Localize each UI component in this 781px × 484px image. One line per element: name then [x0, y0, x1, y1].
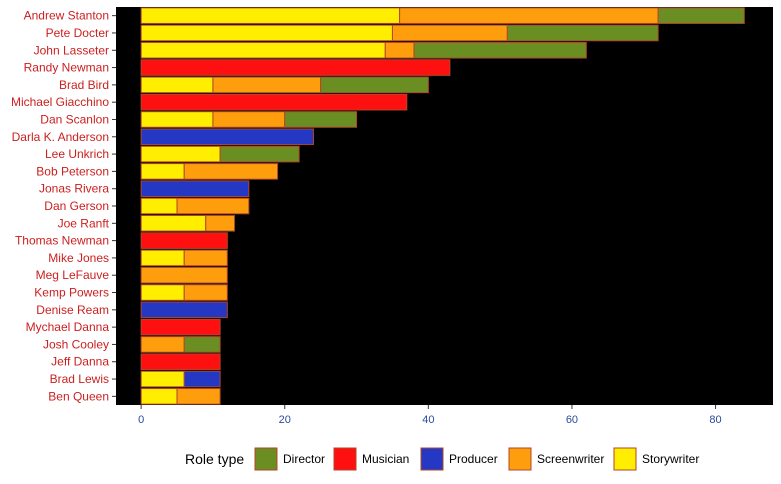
y-tick-label: Ben Queen: [48, 389, 109, 403]
y-tick-label: Dan Scanlon: [40, 112, 109, 126]
bar-pete-docter-director: [506, 24, 659, 42]
bar-pete-docter-storywriter: [140, 24, 393, 42]
y-tick-label: Joe Ranft: [58, 216, 110, 230]
legend-label-director: Director: [283, 452, 325, 466]
y-tick-label: Thomas Newman: [15, 234, 109, 248]
y-axis: Andrew Stanton Pete Docter John Lasseter Ra…: [11, 9, 116, 403]
bar-andrew-stanton-screenwriter: [399, 7, 659, 24]
y-tick-label: Darla K. Anderson: [12, 130, 109, 144]
legend-label-screenwriter: Screenwriter: [537, 452, 604, 466]
y-tick-label: Brad Lewis: [50, 372, 109, 386]
bar-jonas-rivera-producer: [140, 180, 250, 197]
legend-key-director: [254, 447, 278, 471]
bar-jeff-danna-musician: [140, 353, 221, 371]
bar-darla-k-anderson-producer: [140, 128, 314, 146]
y-tick-label: John Lasseter: [34, 43, 109, 57]
bar-john-lasseter-screenwriter: [384, 41, 415, 59]
y-tick-label: Jeff Danna: [51, 355, 109, 369]
y-tick-label: Mychael Danna: [26, 320, 110, 334]
legend-label-musician: Musician: [362, 452, 409, 466]
bar-michael-giacchino-musician: [140, 93, 408, 111]
legend-label-storywriter: Storywriter: [642, 452, 699, 466]
bar-brad-bird-storywriter: [140, 76, 214, 94]
bar-josh-cooley-screenwriter: [140, 336, 185, 353]
bar-dan-scanlon-director: [284, 111, 358, 128]
x-tick-label: 20: [279, 414, 291, 426]
bar-ben-queen-screenwriter: [176, 388, 221, 405]
y-tick-label: Lee Unkrich: [45, 147, 109, 161]
bar-brad-lewis-producer: [183, 370, 221, 388]
bar-joe-ranft-storywriter: [140, 215, 207, 232]
bar-john-lasseter-director: [413, 41, 587, 59]
bar-mike-jones-screenwriter: [183, 249, 228, 267]
bar-kemp-powers-storywriter: [140, 284, 185, 301]
bar-kemp-powers-screenwriter: [183, 284, 228, 301]
bar-bob-peterson-screenwriter: [183, 163, 279, 180]
bar-josh-cooley-director: [183, 336, 221, 353]
bar-mike-jones-storywriter: [140, 249, 185, 267]
bar-randy-newman-musician: [140, 59, 451, 76]
bar-ben-queen-storywriter: [140, 388, 178, 405]
y-tick-label: Jonas Rivera: [39, 182, 109, 196]
legend-key-musician: [333, 447, 357, 471]
bar-john-lasseter-storywriter: [140, 41, 386, 59]
bar-dan-scanlon-storywriter: [140, 111, 214, 128]
bar-lee-unkrich-director: [219, 145, 300, 163]
bars-layer: [140, 7, 745, 405]
bar-lee-unkrich-storywriter: [140, 145, 221, 163]
y-tick-label: Michael Giacchino: [11, 95, 109, 109]
bar-mychael-danna-musician: [140, 318, 221, 336]
bar-andrew-stanton-director: [657, 7, 745, 24]
x-tick-label: 80: [709, 414, 721, 426]
bar-andrew-stanton-storywriter: [140, 7, 401, 24]
y-tick-label: Dan Gerson: [44, 199, 109, 213]
bar-dan-gerson-screenwriter: [176, 197, 250, 215]
legend-key-storywriter: [613, 447, 637, 471]
y-tick-label: Randy Newman: [24, 61, 109, 75]
bar-dan-gerson-storywriter: [140, 197, 178, 215]
y-tick-label: Meg LeFauve: [36, 268, 110, 282]
y-tick-label: Josh Cooley: [43, 337, 109, 351]
y-tick-label: Brad Bird: [59, 78, 109, 92]
y-tick-label: Kemp Powers: [34, 286, 109, 300]
x-tick-label: 60: [566, 414, 578, 426]
bar-dan-scanlon-screenwriter: [212, 111, 286, 128]
bar-pete-docter-screenwriter: [391, 24, 508, 42]
x-tick-label: 40: [422, 414, 434, 426]
y-tick-label: Denise Ream: [36, 303, 109, 317]
legend-title: Role type: [185, 451, 244, 467]
legend-key-producer: [420, 447, 444, 471]
y-tick-label: Bob Peterson: [36, 164, 109, 178]
y-tick-label: Andrew Stanton: [24, 9, 109, 23]
x-tick-label: 0: [138, 414, 144, 426]
legend-label-producer: Producer: [449, 452, 498, 466]
bar-brad-bird-director: [320, 76, 429, 94]
bar-joe-ranft-screenwriter: [205, 215, 235, 232]
bar-thomas-newman-musician: [140, 232, 228, 249]
x-axis: 0 20 40 60 80: [138, 405, 722, 426]
bar-denise-ream-producer: [140, 301, 228, 319]
y-tick-label: Mike Jones: [48, 251, 109, 265]
y-tick-label: Pete Docter: [46, 26, 109, 40]
bar-meg-lefauve-screenwriter: [140, 266, 228, 284]
legend-key-screenwriter: [508, 447, 532, 471]
bar-brad-lewis-storywriter: [140, 370, 185, 388]
bar-bob-peterson-storywriter: [140, 163, 185, 180]
legend: Role type Director Musician Producer Screen…: [185, 447, 699, 471]
bar-brad-bird-screenwriter: [212, 76, 322, 94]
